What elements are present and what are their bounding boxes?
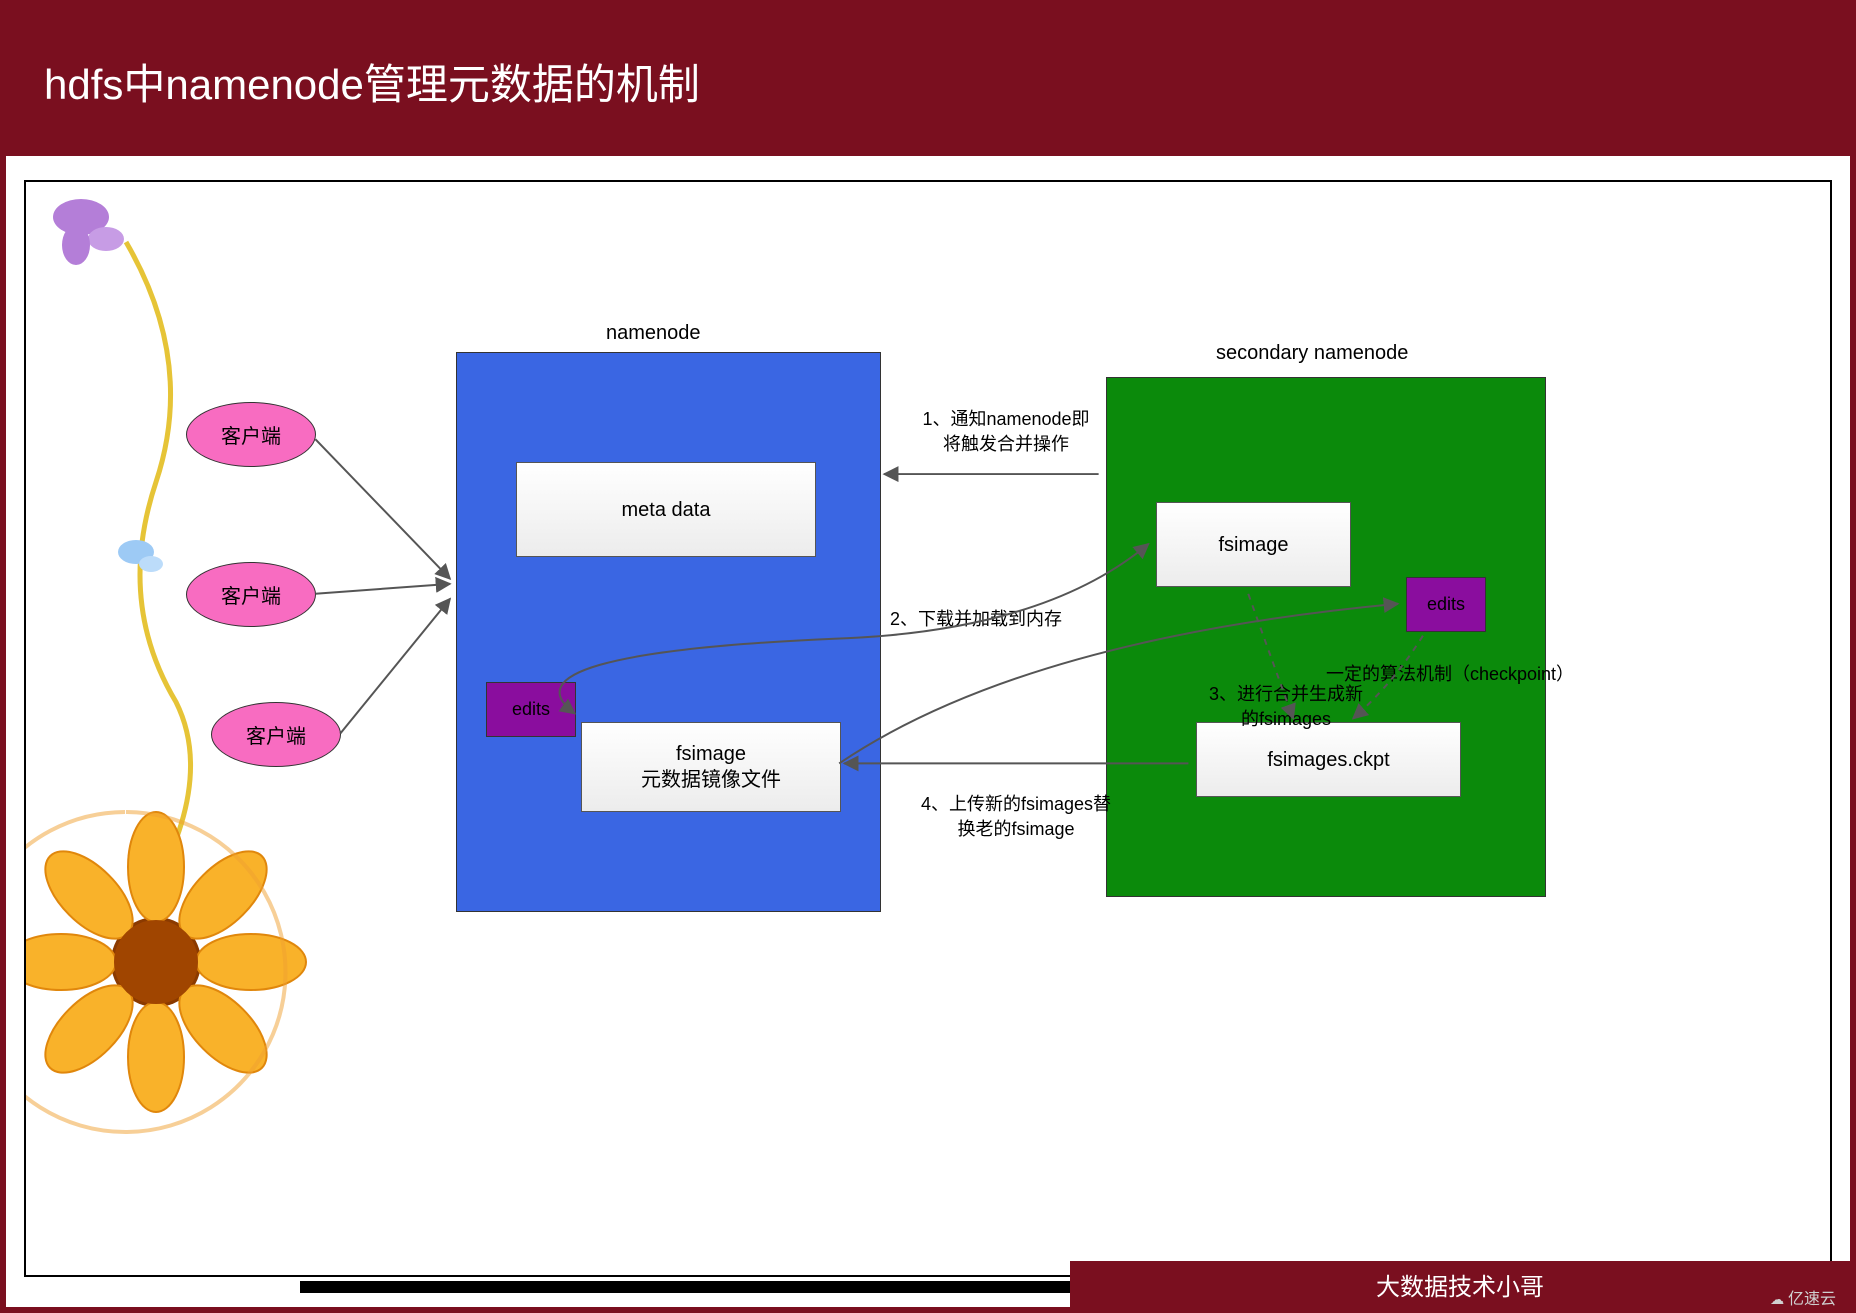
client-label: 客户端: [246, 720, 306, 749]
footer-line: [300, 1281, 1076, 1293]
annot-4-l2: 换老的fsimage: [957, 819, 1074, 839]
fsimage-label-2: 元数据镜像文件: [641, 767, 781, 793]
meta-data-box: meta data: [516, 462, 816, 557]
client-label: 客户端: [221, 420, 281, 449]
footer-text: 大数据技术小哥: [1376, 1267, 1544, 1302]
slide-content: 小哥: [24, 180, 1832, 1277]
footer-bar: 大数据技术小哥: [1070, 1261, 1850, 1307]
decor-left: [26, 182, 326, 1182]
meta-data-label: meta data: [622, 497, 711, 523]
annot-1-l1: 1、通知namenode即: [922, 409, 1089, 429]
client-node: 客户端: [186, 562, 316, 627]
namenode-fsimage-box: fsimage 元数据镜像文件: [581, 722, 841, 812]
annot-2: 2、下载并加载到内存: [856, 607, 1096, 632]
secondary-fsimage-box: fsimage: [1156, 502, 1351, 587]
secondary-edits-box: edits: [1406, 577, 1486, 632]
namenode-box: [456, 352, 881, 912]
client-node: 客户端: [186, 402, 316, 467]
client-label: 客户端: [221, 580, 281, 609]
brand-watermark-text: 亿速云: [1788, 1291, 1836, 1308]
annot-4-l1: 4、上传新的fsimages替: [921, 794, 1111, 814]
secondary-fsimage-label: fsimage: [1218, 532, 1288, 558]
brand-watermark: ☁ 亿速云: [1770, 1285, 1836, 1309]
fsimage-label-1: fsimage: [676, 741, 746, 767]
ckpt-label: fsimages.ckpt: [1267, 747, 1389, 773]
namenode-edits-box: edits: [486, 682, 576, 737]
namenode-label: namenode: [606, 322, 701, 345]
client-node: 客户端: [211, 702, 341, 767]
namenode-edits-label: edits: [512, 699, 550, 720]
annot-1: 1、通知namenode即 将触发合并操作: [896, 407, 1116, 457]
annot-3: 3、进行合并生成新 的fsimages: [1176, 682, 1396, 732]
secondary-label: secondary namenode: [1216, 342, 1408, 365]
slide-title: hdfs中namenode管理元数据的机制: [44, 51, 700, 112]
annot-3-l2: 的fsimages: [1241, 709, 1331, 729]
secondary-edits-label: edits: [1427, 594, 1465, 615]
slide-header: hdfs中namenode管理元数据的机制: [6, 6, 1850, 156]
ckpt-box: fsimages.ckpt: [1196, 722, 1461, 797]
annot-4: 4、上传新的fsimages替 换老的fsimage: [896, 792, 1136, 842]
secondary-box: [1106, 377, 1546, 897]
annot-1-l2: 将触发合并操作: [943, 434, 1069, 454]
annot-5: 一定的算法机制（checkpoint）: [1326, 662, 1646, 687]
